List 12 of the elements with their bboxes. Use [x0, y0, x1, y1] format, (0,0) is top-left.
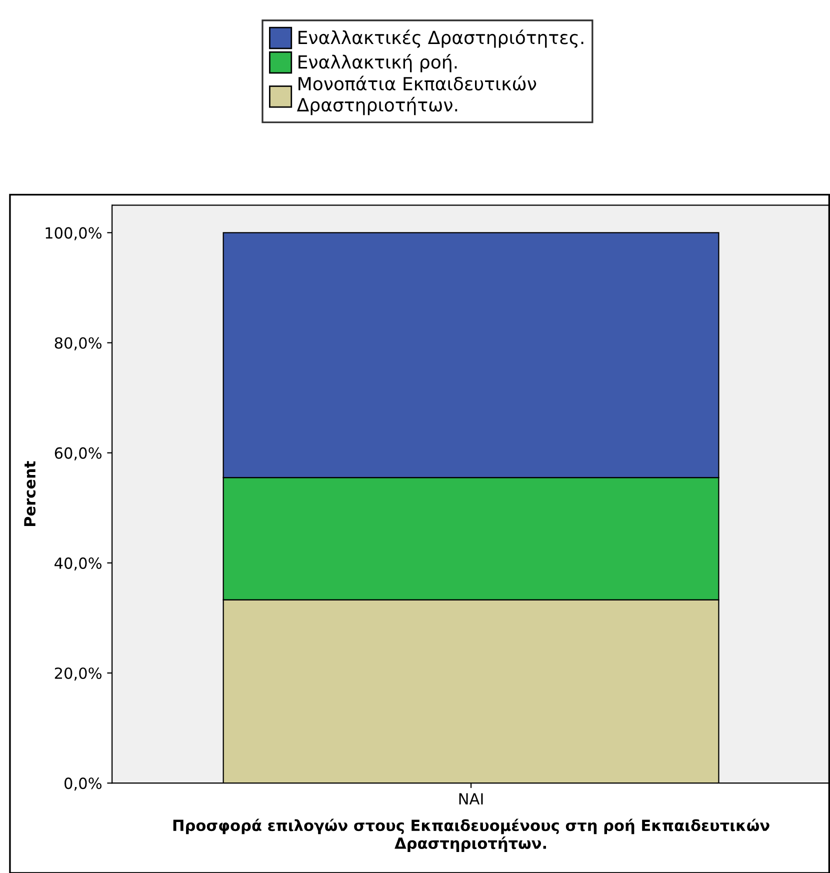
y-tick-label: 40,0%: [54, 557, 102, 570]
legend-label: Εναλλακτική ροή.: [298, 54, 457, 72]
y-axis-title: Percent: [24, 461, 36, 526]
legend-label: Μονοπάτια Εκπαιδευτικών Δραστηριοτήτων.: [296, 76, 536, 116]
x-tick-label: NAI: [459, 793, 483, 804]
y-tick-label: 80,0%: [54, 337, 102, 350]
y-tick-label: 100,0%: [46, 227, 102, 240]
x-axis-title: Προσφορά επιλογών στους Εκπαιδευομένους στη ροή Εκπαιδευτικών Δραστηριοτήτων.: [173, 818, 770, 852]
legend-label: Εναλλακτικές Δραστηριότητες.: [298, 30, 584, 48]
y-tick-label: 60,0%: [54, 447, 102, 460]
y-tick-label: 0,0%: [64, 778, 102, 791]
y-tick-label: 20,0%: [54, 667, 102, 681]
